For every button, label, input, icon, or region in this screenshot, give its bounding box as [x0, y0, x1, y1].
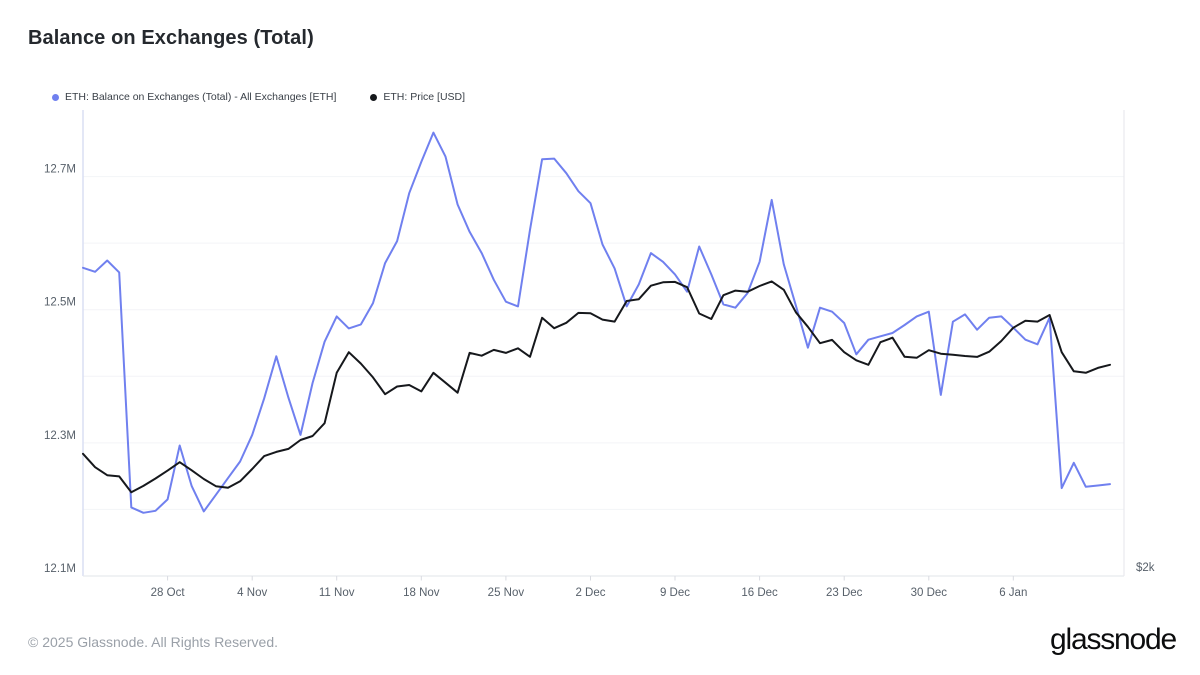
x-axis-label: 2 Dec [575, 587, 605, 599]
x-axis-label: 23 Dec [826, 587, 863, 599]
plot-area[interactable] [83, 110, 1124, 576]
legend-swatch-balance-icon [52, 93, 59, 101]
y-axis-label: 12.5M [44, 297, 76, 309]
x-axis-label: 25 Nov [488, 587, 525, 599]
page-title: Balance on Exchanges (Total) [28, 27, 314, 49]
glassnode-logo[interactable]: glassnode [1050, 623, 1177, 656]
x-axis-label: 4 Nov [237, 587, 267, 599]
chart-legend: ETH: Balance on Exchanges (Total) - All … [52, 91, 465, 103]
right-axis-label: $2k [1136, 562, 1155, 574]
x-axis-label: 28 Oct [151, 587, 186, 599]
x-axis-label: 6 Jan [999, 587, 1027, 599]
balance-series-line [82, 131, 1111, 514]
y-axis-label: 12.1M [44, 563, 76, 575]
y-axis-label: 12.7M [44, 164, 76, 176]
legend-item-balance[interactable]: ETH: Balance on Exchanges (Total) - All … [52, 91, 336, 103]
x-axis-label: 30 Dec [911, 587, 948, 599]
copyright-text: © 2025 Glassnode. All Rights Reserved. [28, 634, 279, 650]
x-axis-label: 16 Dec [741, 587, 778, 599]
legend-item-price[interactable]: ETH: Price [USD] [370, 91, 465, 103]
y-axis-label: 12.3M [44, 430, 76, 442]
legend-label-price: ETH: Price [USD] [383, 91, 466, 103]
price-series-line [82, 280, 1111, 494]
legend-label-balance: ETH: Balance on Exchanges (Total) - All … [65, 91, 337, 103]
x-axis-label: 18 Nov [403, 587, 440, 599]
x-axis-label: 9 Dec [660, 587, 690, 599]
x-axis-label: 11 Nov [319, 587, 355, 599]
legend-swatch-price-icon [370, 93, 378, 101]
